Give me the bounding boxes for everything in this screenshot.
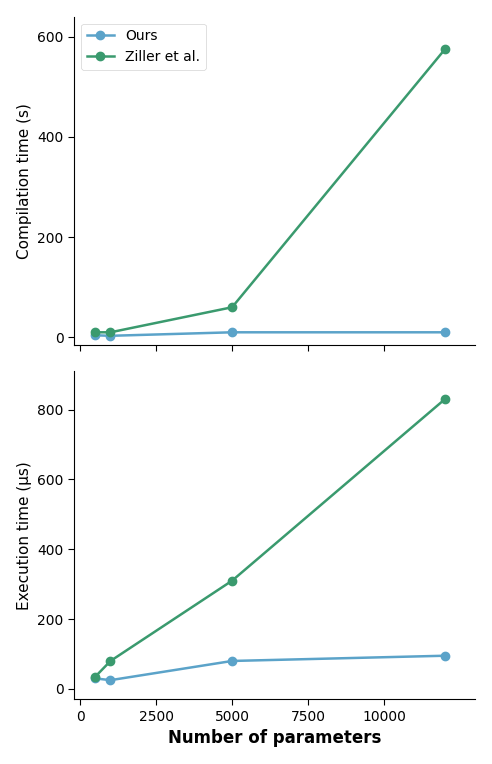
Ours [229, 328, 235, 337]
Line: Ours: Ours [91, 328, 449, 340]
Ours [92, 331, 98, 340]
Ours [442, 651, 448, 660]
Ziller et al. [442, 394, 448, 403]
Ours [108, 675, 114, 685]
Ziller et al. [229, 303, 235, 312]
Ours [108, 332, 114, 341]
Y-axis label: Execution time (µs): Execution time (µs) [17, 461, 31, 610]
Ours [229, 656, 235, 665]
Legend: Ours, Ziller et al.: Ours, Ziller et al. [81, 24, 206, 70]
Ours [442, 328, 448, 337]
Ziller et al. [229, 576, 235, 585]
Y-axis label: Compilation time (s): Compilation time (s) [17, 103, 31, 259]
Ziller et al. [108, 656, 114, 665]
Line: Ziller et al.: Ziller et al. [91, 45, 449, 336]
Ziller et al. [108, 328, 114, 337]
Ours [92, 674, 98, 683]
Ziller et al. [92, 672, 98, 681]
X-axis label: Number of parameters: Number of parameters [168, 730, 381, 747]
Ziller et al. [92, 328, 98, 337]
Line: Ours: Ours [91, 652, 449, 685]
Ziller et al. [442, 44, 448, 53]
Line: Ziller et al.: Ziller et al. [91, 395, 449, 681]
